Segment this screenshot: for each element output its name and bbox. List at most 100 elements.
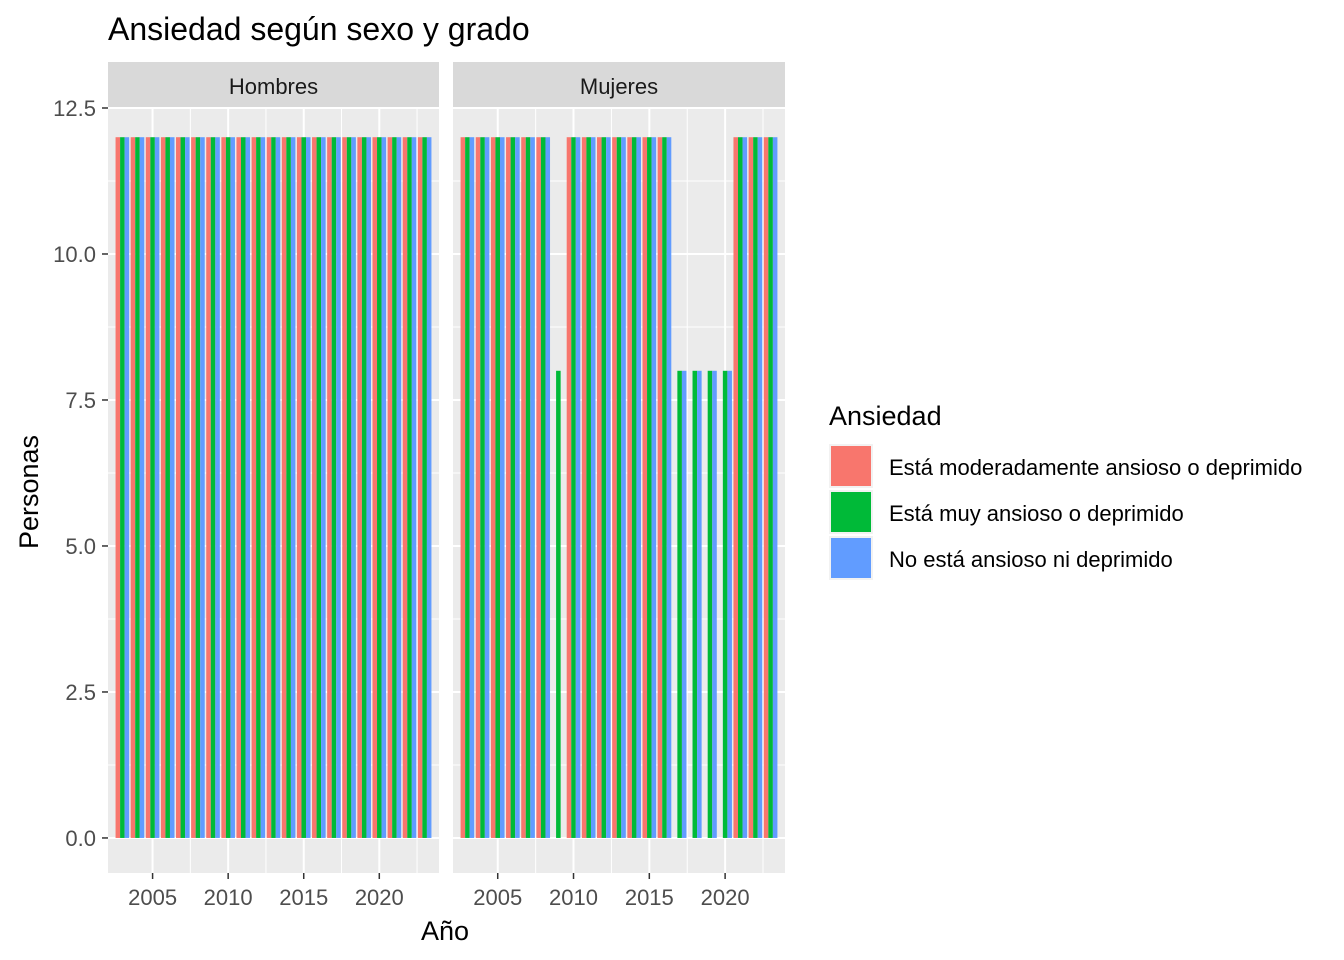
bar xyxy=(180,137,186,838)
y-tick-label: 10.0 xyxy=(53,242,96,267)
legend-key-swatch xyxy=(831,446,871,486)
legend-key-swatch xyxy=(831,538,871,578)
bar xyxy=(377,137,382,838)
bar xyxy=(540,137,546,838)
legend-label: Está moderadamente ansioso o deprimido xyxy=(889,455,1302,480)
bar xyxy=(225,137,231,838)
legend-title: Ansiedad xyxy=(829,401,942,431)
bar xyxy=(124,137,130,838)
bar xyxy=(627,137,632,838)
bar xyxy=(666,137,672,838)
bar xyxy=(176,137,181,838)
bar xyxy=(772,137,778,838)
y-tick-label: 7.5 xyxy=(65,388,96,413)
bar xyxy=(135,137,140,838)
bar xyxy=(286,137,291,838)
chart-title: Ansiedad según sexo y grado xyxy=(108,11,530,47)
x-tick-label: 2020 xyxy=(355,885,404,910)
bar xyxy=(495,137,500,838)
bar xyxy=(366,137,371,838)
bar xyxy=(738,137,743,838)
bar xyxy=(321,137,326,838)
bar xyxy=(697,370,702,838)
bar xyxy=(296,137,302,838)
bar xyxy=(331,137,337,838)
bar xyxy=(621,137,626,838)
bar xyxy=(316,137,322,838)
bar xyxy=(712,370,717,838)
bar xyxy=(742,137,748,838)
legend-key-swatch xyxy=(831,492,871,532)
bar xyxy=(480,137,485,838)
bar xyxy=(357,137,362,838)
legend-label: Está muy ansioso o deprimido xyxy=(889,501,1184,526)
bar xyxy=(290,137,296,838)
bar xyxy=(260,137,266,838)
facet-strip xyxy=(453,62,785,108)
bar xyxy=(484,137,490,838)
bar xyxy=(612,137,617,838)
bar xyxy=(191,137,196,838)
bar xyxy=(115,137,121,838)
bar xyxy=(748,137,754,838)
bar xyxy=(647,137,652,838)
x-tick-label: 2005 xyxy=(128,885,177,910)
bar xyxy=(757,137,763,838)
bar xyxy=(631,137,637,838)
bar xyxy=(150,137,155,838)
bar xyxy=(342,137,347,838)
bar xyxy=(575,137,581,838)
bar xyxy=(200,137,205,838)
bar xyxy=(120,137,125,838)
bar xyxy=(601,137,607,838)
bar xyxy=(727,370,732,838)
bar xyxy=(677,370,682,838)
bar xyxy=(154,137,160,838)
y-tick-label: 0.0 xyxy=(65,826,96,851)
x-axis: 2005 2010 2015 2020 2005 2010 2015 2020 xyxy=(128,873,750,910)
bar xyxy=(733,137,739,838)
bar xyxy=(215,137,220,838)
panel-mujeres: Mujeres xyxy=(453,62,785,873)
bar xyxy=(499,137,505,838)
bar xyxy=(411,137,417,838)
bar xyxy=(426,137,432,838)
bar xyxy=(616,137,622,838)
y-tick-label: 2.5 xyxy=(65,680,96,705)
bar xyxy=(417,137,423,838)
bar xyxy=(510,137,516,838)
legend-label: No está ansioso ni deprimido xyxy=(889,547,1173,572)
y-tick-label: 12.5 xyxy=(53,96,96,121)
bar xyxy=(256,137,261,838)
bar xyxy=(160,137,166,838)
bar xyxy=(301,137,306,838)
facet-strip-label: Mujeres xyxy=(580,74,658,99)
bar xyxy=(490,137,496,838)
bar xyxy=(407,137,412,838)
bar xyxy=(266,137,272,838)
bar xyxy=(657,137,663,838)
bar xyxy=(581,137,587,838)
bar xyxy=(590,137,596,838)
bar xyxy=(305,137,311,838)
bar xyxy=(465,137,470,838)
bar xyxy=(768,137,773,838)
bar xyxy=(275,137,281,838)
bar xyxy=(506,137,511,838)
bar xyxy=(753,137,758,838)
bar xyxy=(422,137,427,838)
facet-strip xyxy=(108,62,439,108)
bar xyxy=(515,137,520,838)
bar xyxy=(521,137,526,838)
bar xyxy=(372,137,378,838)
bar xyxy=(236,137,242,838)
bar xyxy=(241,137,246,838)
y-axis: 0.0 2.5 5.0 7.5 10.0 12.5 xyxy=(53,96,108,851)
bar xyxy=(545,137,551,838)
bar xyxy=(681,370,687,838)
bar xyxy=(206,137,211,838)
bar xyxy=(327,137,332,838)
facet-strip-label: Hombres xyxy=(229,74,318,99)
bar xyxy=(536,137,541,838)
